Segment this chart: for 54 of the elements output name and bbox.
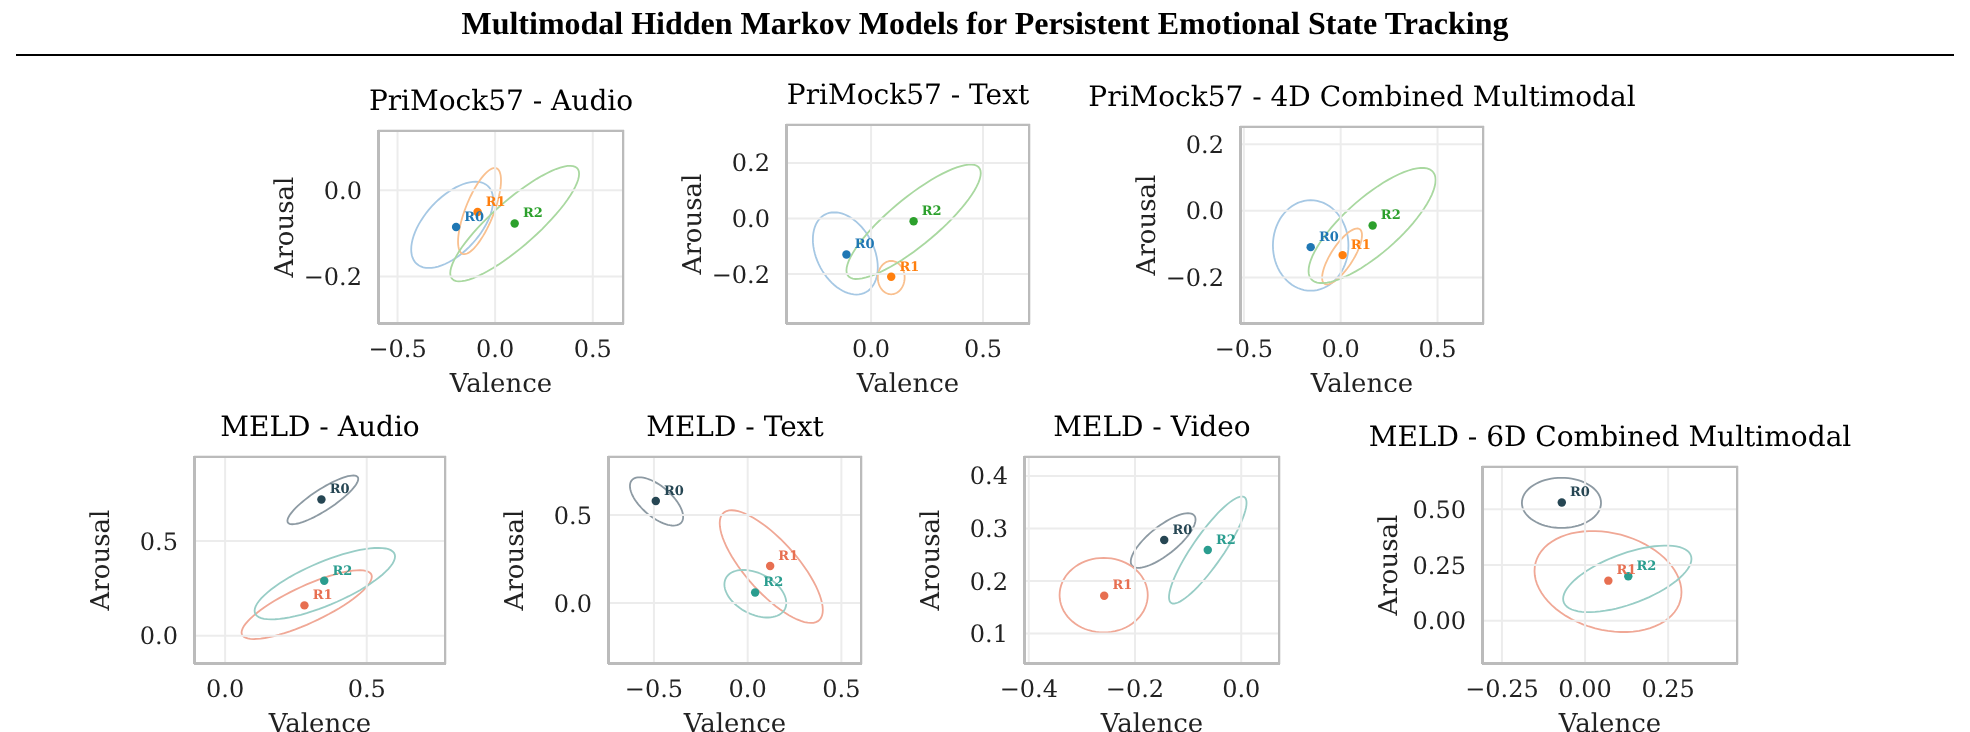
y-tick-label: 0.50 xyxy=(1412,495,1466,524)
x-axis-title: Valence xyxy=(854,370,960,400)
chart-title: PriMock57 - Audio xyxy=(368,86,634,118)
y-tick-label: 0.4 xyxy=(969,462,1009,491)
chart-title: PriMock57 - 4D Combined Multimodal xyxy=(1088,82,1636,114)
chart-title: MELD - Audio xyxy=(220,412,420,444)
x-tick-label: −0.4 xyxy=(999,675,1059,704)
x-tick-label: 0.0 xyxy=(206,675,245,704)
y-tick-label: −0.2 xyxy=(1165,263,1224,292)
x-tick-label: 0.5 xyxy=(347,675,386,704)
point xyxy=(317,495,326,504)
chart-title: MELD - 6D Combined Multimodal xyxy=(1368,422,1852,454)
y-tick-label: 0.00 xyxy=(1412,607,1466,636)
y-tick-label: 0.3 xyxy=(969,515,1008,543)
y-tick-label: 0.0 xyxy=(731,204,770,233)
y-tick-label: 0.2 xyxy=(731,149,770,178)
x-axis-title: Valence xyxy=(447,370,553,400)
chart-title: MELD - Video xyxy=(1053,412,1251,444)
x-tick-label: 0.0 xyxy=(851,335,891,364)
x-axis-title: Valence xyxy=(1308,370,1414,400)
x-tick-label: 0.00 xyxy=(1558,675,1612,704)
x-tick-label: −0.25 xyxy=(1465,675,1539,704)
x-tick-label: −0.2 xyxy=(1105,675,1165,704)
x-tick-label: 0.5 xyxy=(573,335,612,364)
x-tick-label: 0.0 xyxy=(1222,675,1261,704)
x-axis-title: Valence xyxy=(1556,710,1662,732)
x-tick-label: −0.5 xyxy=(368,335,427,364)
y-axis-title: Arousal xyxy=(1375,514,1406,618)
point xyxy=(300,601,309,610)
y-axis-title: Arousal xyxy=(271,176,302,280)
y-tick-label: 0.0 xyxy=(1185,197,1224,226)
y-axis-title: Arousal xyxy=(1133,174,1164,278)
y-axis-title: Arousal xyxy=(917,509,948,613)
y-axis-title: Arousal xyxy=(87,509,118,613)
x-tick-label: −0.5 xyxy=(624,675,684,704)
x-tick-label: 0.5 xyxy=(822,675,861,704)
y-axis-title: Arousal xyxy=(501,509,532,613)
chart-title: PriMock57 - Text xyxy=(786,80,1030,112)
x-axis-title: Valence xyxy=(1098,710,1204,732)
x-axis-title: Valence xyxy=(681,710,787,732)
x-axis-title: Valence xyxy=(266,710,372,732)
text: Multimodal Hidden Markov Models for Persistent Emotional State Tracking xyxy=(459,8,1511,44)
y-tick-label: 0.25 xyxy=(1412,551,1466,580)
x-tick-label: −0.5 xyxy=(1214,335,1274,364)
y-tick-label: 0.2 xyxy=(969,567,1008,596)
y-axis-title: Arousal xyxy=(679,173,710,277)
chart-title: MELD - Text xyxy=(646,412,824,444)
y-tick-label: −0.2 xyxy=(711,260,770,289)
x-tick-label: 0.0 xyxy=(476,335,515,364)
point xyxy=(320,576,329,586)
y-tick-label: 0.2 xyxy=(1185,130,1224,159)
x-tick-label: 0.0 xyxy=(1321,335,1360,364)
x-tick-label: 0.25 xyxy=(1641,675,1695,704)
y-tick-label: 0.1 xyxy=(969,620,1008,649)
